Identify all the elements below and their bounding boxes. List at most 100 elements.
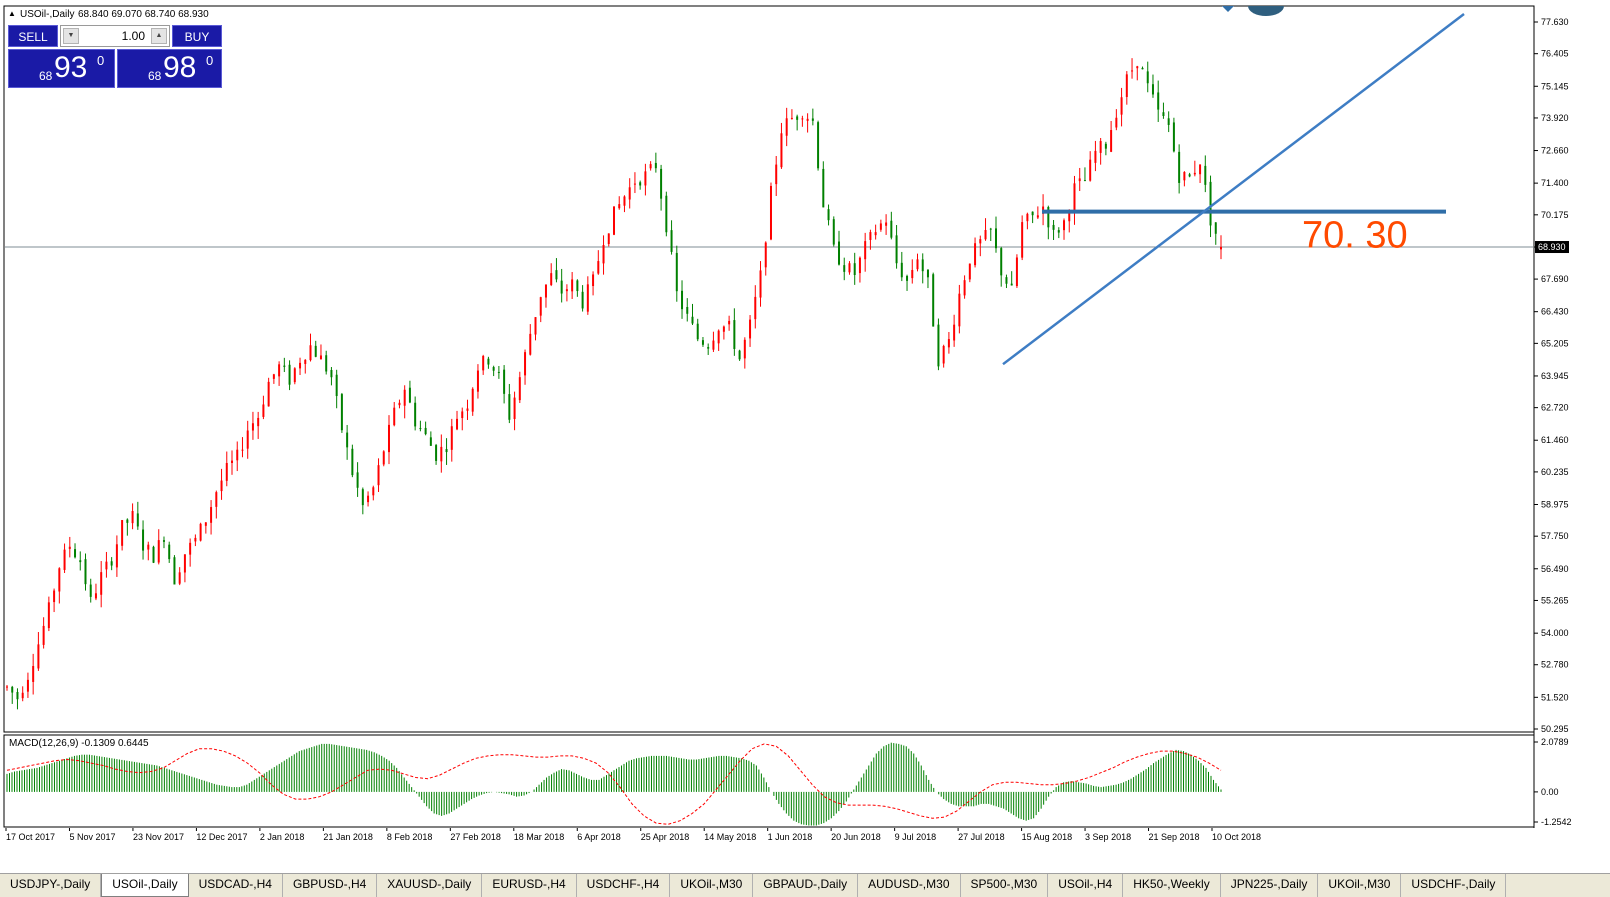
tab-hk50-weekly[interactable]: HK50-,Weekly [1123,874,1221,897]
candle-body [1220,247,1222,250]
tab-usdchf-h4[interactable]: USDCHF-,H4 [577,874,671,897]
price-tick-label: 63.945 [1541,371,1569,381]
candle-body [639,182,642,186]
tab-ukoil-m30[interactable]: UKOil-,M30 [1318,874,1402,897]
candle-body [152,546,155,563]
candle-body [633,183,636,185]
macd-panel[interactable] [3,734,1535,828]
lot-size-value[interactable]: 1.00 [121,29,145,43]
sell-price-prefix: 68 [39,69,53,83]
candle-body [864,241,867,260]
candle-body [539,297,542,316]
candle-body [314,345,317,357]
trendline[interactable] [1002,13,1465,366]
candle-body [466,408,469,411]
time-axis: 17 Oct 2017 5 Nov 2017 23 Nov 2017 12 Dec 2… [5,828,1261,842]
candle-body [508,394,511,420]
tab-xauusd-daily[interactable]: XAUUSD-,Daily [377,874,483,897]
level-annotation[interactable]: 70. 30 [1302,215,1408,257]
sell-button[interactable]: SELL [8,25,58,47]
candle-body [518,377,521,401]
candle-body [142,529,145,551]
candle-body [492,367,495,371]
candle-body [764,242,767,268]
price-tick-label: 51.520 [1541,692,1569,702]
candle-body [131,511,134,524]
chart-ohlc: 68.840 69.070 68.740 68.930 [78,9,209,20]
candle-body [367,495,370,503]
lot-increase-icon[interactable]: ▲ [151,28,167,44]
candle-body [597,261,600,274]
candle-body [257,417,260,427]
candle-body [293,368,296,383]
candle-body [299,362,302,369]
candle-body [393,407,396,426]
price-tick-label: 57.750 [1541,531,1569,541]
candle-body [497,371,500,373]
candle-body [482,356,485,371]
candle-body [183,554,186,573]
tab-usoil-h4[interactable]: USOil-,H4 [1048,874,1124,897]
buy-price-button[interactable]: 68 98 0 [117,49,222,88]
main-chart-area[interactable] [3,5,1535,733]
chart-header-arrow-icon: ▲ [8,9,16,18]
candle-body [173,557,176,585]
candle-body [157,540,160,563]
sell-price-pip: 0 [97,53,105,68]
candle-body [335,374,338,397]
candle-body [686,306,689,314]
tab-gbpusd-h4[interactable]: GBPUSD-,H4 [283,874,378,897]
price-tick-label: 76.405 [1541,49,1569,59]
candle-body [503,369,506,394]
candle-body [681,290,684,310]
candle-body [911,269,914,279]
tab-eurusd-h4[interactable]: EURUSD-,H4 [482,874,577,897]
candle-body [262,404,265,417]
sell-price-button[interactable]: 68 93 0 [8,49,115,88]
candle-body [581,291,584,309]
candle-body [832,219,835,245]
tab-gbpaud-daily[interactable]: GBPAUD-,Daily [753,874,859,897]
candle-body [1036,215,1039,218]
time-tick-label: 17 Oct 2017 [6,832,55,842]
tab-usdcad-h4[interactable]: USDCAD-,H4 [189,874,283,897]
candle-body [544,284,547,298]
candle-body [16,691,19,700]
price-tick-label: 58.975 [1541,499,1569,509]
tab-audusd-m30[interactable]: AUDUSD-,M30 [858,874,961,897]
candle-body [372,487,375,496]
candle-body [838,241,841,265]
candle-body [1136,66,1139,69]
candle-body [942,345,945,364]
tab-usdchf-daily[interactable]: USDCHF-,Daily [1401,874,1507,897]
candle-body [1141,67,1144,70]
candle-body [199,523,202,541]
buy-price-pip: 0 [206,53,214,68]
candle-body [1157,92,1160,110]
candle-body [989,228,992,230]
candle-body [1083,180,1086,182]
candle-body [858,257,861,274]
chart-object-circle [1248,6,1284,16]
candle-body [806,118,809,121]
candle-body [246,430,249,449]
candle-body [555,270,558,280]
price-tick-label: 60.235 [1541,467,1569,477]
tab-sp500-m30[interactable]: SP500-,M30 [961,874,1049,897]
candle-body [670,230,673,252]
tab-ukoil-m30[interactable]: UKOil-,M30 [670,874,754,897]
candle-body [361,489,364,506]
candle-body [623,196,626,206]
tab-usoil-daily[interactable]: USOil-,Daily [101,874,189,897]
candle-body [879,223,882,230]
price-tick-label: 75.145 [1541,81,1569,91]
lot-size-field[interactable]: ▼ 1.00 ▲ [60,25,170,47]
time-tick-label: 6 Apr 2018 [577,832,621,842]
buy-button[interactable]: BUY [172,25,222,47]
tab-usdjpy-daily[interactable]: USDJPY-,Daily [0,874,102,897]
candle-body [921,259,924,272]
candle-body [874,232,877,236]
candle-body [895,235,898,264]
lot-decrease-icon[interactable]: ▼ [63,28,79,44]
tab-jpn225-daily[interactable]: JPN225-,Daily [1221,874,1319,897]
